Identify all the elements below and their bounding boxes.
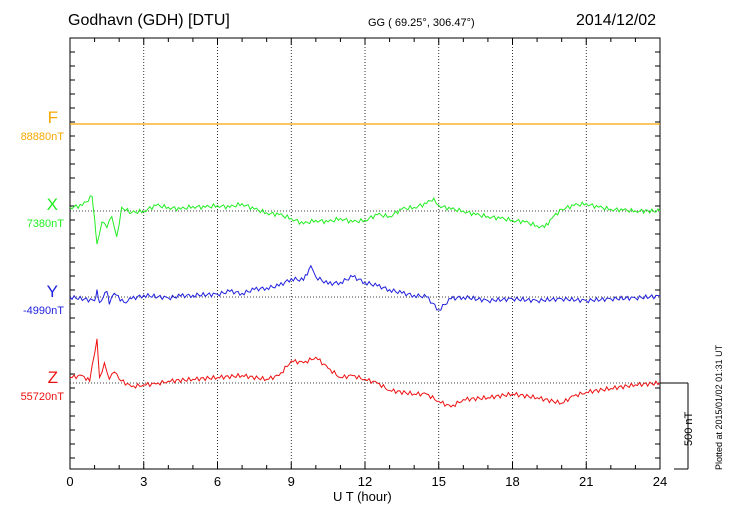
- x-tick-label: 9: [288, 474, 295, 489]
- x-tick-label: 6: [214, 474, 221, 489]
- series-line-z: [69, 338, 661, 408]
- x-tick-label: 21: [579, 474, 593, 489]
- x-tick-label: 24: [653, 474, 667, 489]
- baseline-label-z: 55720nT: [20, 391, 64, 403]
- component-label-x: X: [46, 195, 58, 214]
- scale-bar-label: 500 nT: [683, 411, 695, 446]
- station-title: Godhavn (GDH) [DTU]: [68, 12, 230, 29]
- x-tick-label: 12: [358, 474, 372, 489]
- baseline-label-f: 88880nT: [20, 131, 64, 143]
- baseline-label-y: -4990nT: [23, 305, 64, 317]
- x-tick-label: 3: [140, 474, 147, 489]
- plotted-timestamp: Plotted at 2015/01/02 01:31 UT: [714, 344, 724, 470]
- x-tick-label: 0: [66, 474, 73, 489]
- x-tick-label: 15: [432, 474, 446, 489]
- x-axis-label: U T (hour): [333, 489, 392, 504]
- component-label-y: Y: [46, 282, 58, 301]
- series-line-x: [69, 195, 661, 245]
- component-label-f: F: [47, 108, 58, 127]
- component-label-z: Z: [47, 368, 58, 387]
- series-line-y: [69, 264, 661, 311]
- baseline-label-x: 7380nT: [26, 218, 64, 230]
- geographic-coordinates: GG ( 69.25°, 306.47°): [368, 17, 475, 29]
- x-tick-label: 18: [505, 474, 519, 489]
- date-label: 2014/12/02: [576, 12, 657, 29]
